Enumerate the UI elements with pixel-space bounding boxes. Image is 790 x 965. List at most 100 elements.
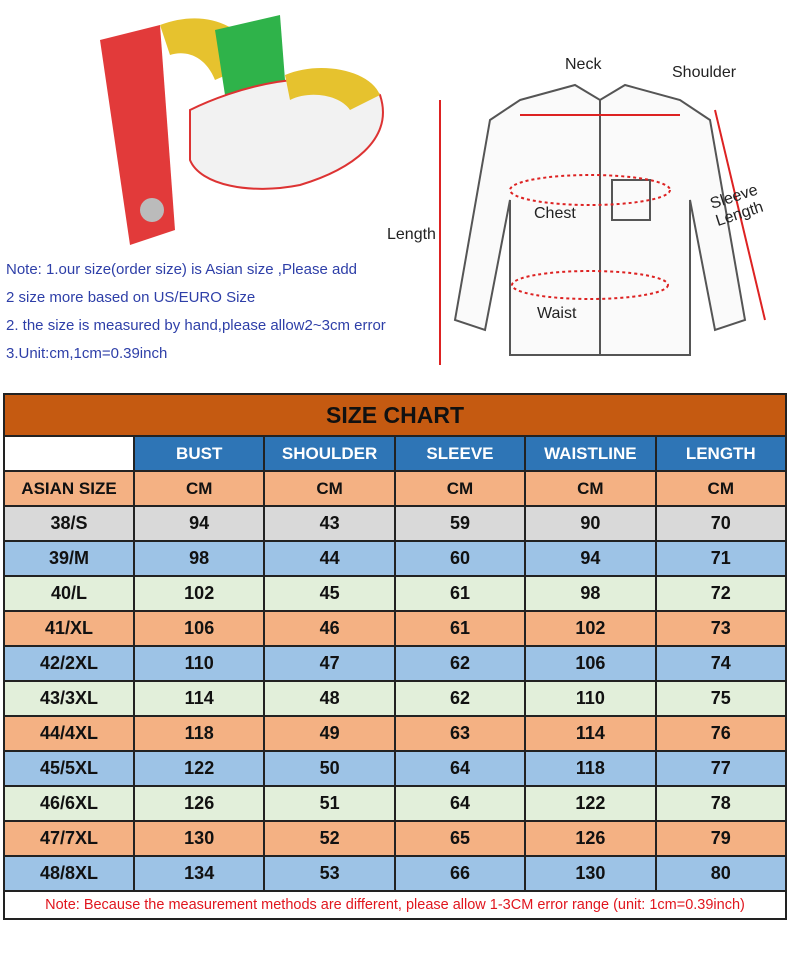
blank-header-cell xyxy=(3,435,135,472)
tape-measure-icon xyxy=(100,15,384,245)
table-row: 46/6XL 126 51 64 122 78 xyxy=(3,785,788,822)
measurement-cell: 72 xyxy=(654,575,788,612)
measurement-cell: 47 xyxy=(263,645,396,682)
measurement-cell: 50 xyxy=(263,750,396,787)
measurement-cell: 102 xyxy=(132,575,266,612)
size-notes: Note: 1.our size(order size) is Asian si… xyxy=(6,256,386,368)
size-cell: 38/S xyxy=(3,505,135,542)
note-line: 2 size more based on US/EURO Size xyxy=(6,289,256,306)
measurement-cell: 61 xyxy=(393,610,527,647)
size-cell: 40/L xyxy=(3,575,135,612)
chest-label: Chest xyxy=(534,205,576,222)
table-row: 38/S 94 43 59 90 70 xyxy=(3,505,788,542)
size-cell: 47/7XL xyxy=(3,820,135,857)
measurement-cell: 126 xyxy=(524,820,657,857)
table-row: 39/M 98 44 60 94 71 xyxy=(3,540,788,577)
size-cell: 46/6XL xyxy=(3,785,135,822)
measurement-cell: 98 xyxy=(524,575,657,612)
measurement-cell: 130 xyxy=(524,855,657,892)
measurement-cell: 66 xyxy=(393,855,527,892)
measurement-cell: 62 xyxy=(393,645,527,682)
table-row: 41/XL 106 46 61 102 73 xyxy=(3,610,788,647)
measurement-cell: 106 xyxy=(132,610,266,647)
unit-cell: CM xyxy=(654,470,788,507)
shirt-diagram xyxy=(439,83,766,365)
table-row: 45/5XL 122 50 64 118 77 xyxy=(3,750,788,787)
measurement-cell: 61 xyxy=(393,575,527,612)
measurement-cell: 79 xyxy=(654,820,788,857)
measurement-cell: 60 xyxy=(393,540,527,577)
unit-cell: CM xyxy=(132,470,266,507)
measurement-cell: 130 xyxy=(132,820,266,857)
size-chart-table: SIZE CHART BUST SHOULDER SLEEVE WAISTLIN… xyxy=(3,393,788,920)
measurement-cell: 122 xyxy=(132,750,266,787)
measurement-cell: 64 xyxy=(393,785,527,822)
measurement-cell: 46 xyxy=(263,610,396,647)
size-cell: 42/2XL xyxy=(3,645,135,682)
measurement-cell: 53 xyxy=(263,855,396,892)
measurement-cell: 122 xyxy=(524,785,657,822)
measurement-cell: 65 xyxy=(393,820,527,857)
measurement-cell: 73 xyxy=(654,610,788,647)
column-header-bust: BUST xyxy=(132,435,266,472)
measurement-cell: 51 xyxy=(263,785,396,822)
unit-row: ASIAN SIZE CM CM CM CM CM xyxy=(3,470,788,507)
measurement-cell: 75 xyxy=(654,680,788,717)
measurement-cell: 110 xyxy=(132,645,266,682)
measurement-cell: 74 xyxy=(654,645,788,682)
note-line: Note: 1.our size(order size) is Asian si… xyxy=(6,261,357,278)
measurement-cell: 126 xyxy=(132,785,266,822)
table-row: 43/3XL 114 48 62 110 75 xyxy=(3,680,788,717)
measurement-cell: 134 xyxy=(132,855,266,892)
measurement-cell: 43 xyxy=(263,505,396,542)
size-cell: 43/3XL xyxy=(3,680,135,717)
size-cell: 45/5XL xyxy=(3,750,135,787)
length-label: Length xyxy=(387,226,436,243)
measurement-cell: 102 xyxy=(524,610,657,647)
product-illustration: Neck Shoulder Chest Length Sleeve Length… xyxy=(0,0,790,385)
measurement-cell: 106 xyxy=(524,645,657,682)
note-line: 2. the size is measured by hand,please a… xyxy=(6,317,386,334)
measurement-cell: 62 xyxy=(393,680,527,717)
size-cell: 41/XL xyxy=(3,610,135,647)
table-row: 44/4XL 118 49 63 114 76 xyxy=(3,715,788,752)
measurement-cell: 114 xyxy=(132,680,266,717)
measurement-cell: 70 xyxy=(654,505,788,542)
measurement-cell: 49 xyxy=(263,715,396,752)
unit-cell: CM xyxy=(524,470,657,507)
tape-measure-and-shirt-image xyxy=(100,15,766,365)
table-row: 47/7XL 130 52 65 126 79 xyxy=(3,820,788,857)
asian-size-label: ASIAN SIZE xyxy=(3,470,135,507)
measurement-cell: 118 xyxy=(132,715,266,752)
measurement-cell: 114 xyxy=(524,715,657,752)
measurement-cell: 63 xyxy=(393,715,527,752)
size-cell: 48/8XL xyxy=(3,855,135,892)
measurement-cell: 76 xyxy=(654,715,788,752)
size-chart-title: SIZE CHART xyxy=(3,393,787,437)
measurement-cell: 94 xyxy=(524,540,657,577)
measurement-cell: 71 xyxy=(654,540,788,577)
waist-label: Waist xyxy=(537,305,577,322)
neck-label: Neck xyxy=(565,56,602,73)
table-row: 42/2XL 110 47 62 106 74 xyxy=(3,645,788,682)
size-cell: 39/M xyxy=(3,540,135,577)
measurement-cell: 90 xyxy=(524,505,657,542)
measurement-cell: 78 xyxy=(654,785,788,822)
column-header-shoulder: SHOULDER xyxy=(263,435,396,472)
measurement-cell: 80 xyxy=(654,855,788,892)
measurement-cell: 59 xyxy=(393,505,527,542)
measurement-cell: 48 xyxy=(263,680,396,717)
measurement-cell: 98 xyxy=(132,540,266,577)
size-cell: 44/4XL xyxy=(3,715,135,752)
table-row: 40/L 102 45 61 98 72 xyxy=(3,575,788,612)
measurement-cell: 110 xyxy=(524,680,657,717)
measurement-cell: 52 xyxy=(263,820,396,857)
column-header-waistline: WAISTLINE xyxy=(524,435,657,472)
error-range-note: Note: Because the measurement methods ar… xyxy=(3,890,787,920)
measurement-cell: 94 xyxy=(132,505,266,542)
column-header-length: LENGTH xyxy=(654,435,788,472)
header-row: BUST SHOULDER SLEEVE WAISTLINE LENGTH xyxy=(3,435,788,472)
unit-cell: CM xyxy=(393,470,527,507)
measurement-cell: 77 xyxy=(654,750,788,787)
measurement-cell: 118 xyxy=(524,750,657,787)
